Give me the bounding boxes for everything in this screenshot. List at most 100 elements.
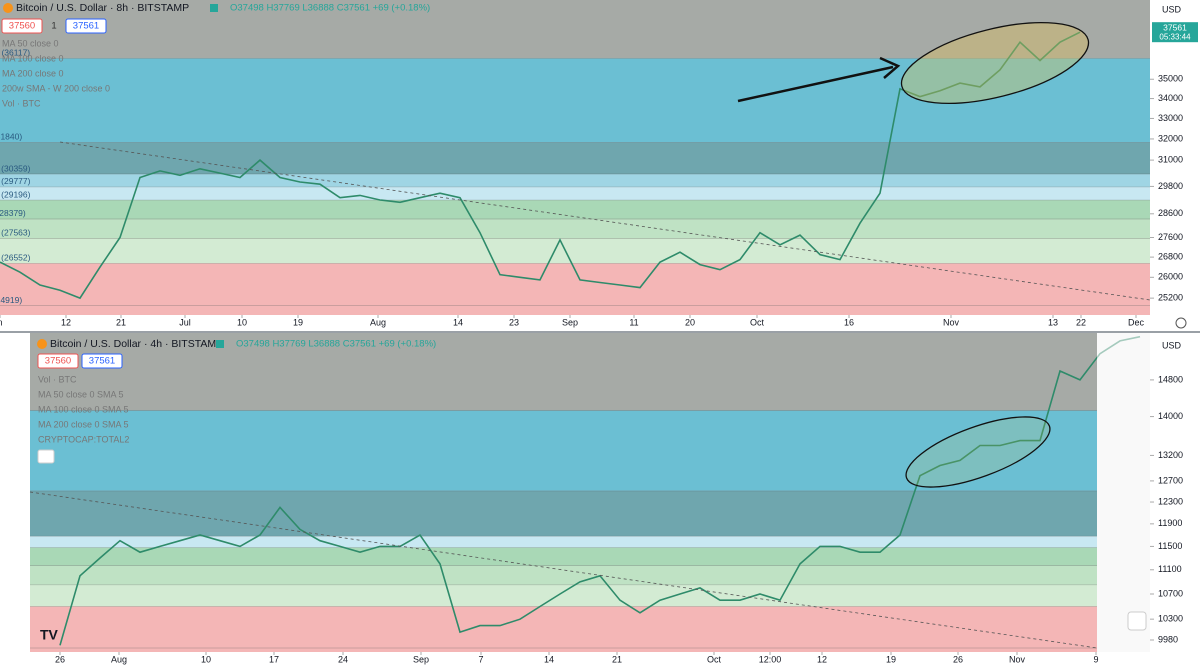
price-tag (1152, 22, 1198, 43)
y-tick-label: 29800 (1158, 181, 1183, 191)
fib-band (0, 200, 1150, 219)
x-tick-label: Nov (943, 317, 960, 327)
fib-band (30, 584, 1097, 607)
x-tick-label: 21 (612, 654, 622, 664)
x-tick-label: Dec (1128, 317, 1145, 327)
fib-band (30, 547, 1097, 566)
x-tick-label: 20 (685, 317, 695, 327)
fib-label: 1 (31840) (0, 132, 22, 142)
y-tick-label: 13200 (1158, 450, 1183, 460)
y-axis-bg (1150, 0, 1200, 331)
fib-label: 0.236 (26552) (0, 253, 31, 263)
x-tick-label: 24 (338, 654, 348, 664)
x-axis-bg (0, 652, 1150, 669)
fib-band (0, 218, 1150, 239)
x-tick-label: 10 (237, 317, 247, 327)
x-tick-label: Aug (370, 317, 386, 327)
x-tick-label: 10 (201, 654, 211, 664)
highlight-ellipse (905, 416, 1051, 488)
fib-label: 0.786 (30359) (0, 163, 31, 173)
y-tick-label: 31000 (1158, 154, 1183, 164)
bands (0, 0, 1150, 652)
coin-icon (3, 3, 13, 13)
price-box-label: 37561 (73, 21, 99, 32)
symbol-title: Bitcoin / U.S. Dollar · 4h · BITSTAMP (50, 338, 223, 350)
x-tick-label: 14 (544, 654, 554, 664)
x-tick-label: 22 (1076, 317, 1086, 327)
price-tag-value: 37561 (1163, 22, 1187, 32)
y-tick-label: 33000 (1158, 113, 1183, 123)
price-box-label: 1 (51, 21, 56, 32)
fib-label: 0.382 (27563) (0, 228, 31, 238)
x-tick-label: 12 (61, 317, 71, 327)
x-tick-label: 21 (116, 317, 126, 327)
y-tick-label: 26800 (1158, 251, 1183, 261)
y-tick-label: 35000 (1158, 74, 1183, 84)
x-tick-label: 26 (55, 654, 65, 664)
x-tick-label: 16 (844, 317, 854, 327)
fib-band (30, 647, 1097, 652)
y-tick-label: 11900 (1158, 518, 1182, 528)
scroll-button[interactable] (1127, 611, 1147, 631)
fib-band (0, 174, 1150, 187)
indicator-label: CRYPTOCAP:TOTAL2 (38, 434, 129, 444)
collapse-button[interactable] (37, 449, 55, 464)
countdown: 05:33:44 (1159, 32, 1191, 41)
price-data (0, 31, 1141, 646)
y-tick-label: 25200 (1158, 293, 1183, 303)
fib-band (30, 565, 1097, 585)
highlight-ellipse (900, 22, 1090, 104)
settings-button[interactable] (1175, 317, 1187, 329)
price-box[interactable] (65, 18, 107, 34)
x-tick-label: 13 (1048, 317, 1058, 327)
fib-band (30, 606, 1097, 648)
x-tick-label: 12:00 (759, 654, 782, 664)
x-tick-label: 26 (953, 654, 963, 664)
price-box-label: 37560 (9, 21, 35, 32)
price-box[interactable] (37, 353, 79, 369)
price-box[interactable] (1, 18, 43, 34)
status-dot (216, 340, 224, 348)
y-axis-bg (1150, 333, 1200, 669)
fib-band (30, 490, 1097, 537)
ohlc: O37498 H37769 L36888 C37561 +69 (+0.18%) (230, 3, 430, 14)
status-dot (210, 4, 218, 12)
y-tick-label: 34000 (1158, 93, 1183, 103)
fib-label: 0.618 (29196) (0, 189, 31, 199)
x-tick-label: 23 (509, 317, 519, 327)
currency: USD (1162, 4, 1182, 14)
indicator-label: Vol · BTC (2, 98, 41, 108)
y-tick-label: 28600 (1158, 208, 1183, 218)
fib-band (0, 186, 1150, 201)
x-tick-label: 9 (1093, 654, 1098, 664)
y-tick-label: 32000 (1158, 133, 1183, 143)
x-tick-label: n (0, 317, 3, 327)
x-tick-label: Oct (750, 317, 765, 327)
indicator-label: Vol · BTC (38, 374, 77, 384)
y-tick-label: 12700 (1158, 475, 1183, 485)
fib-label: 0 (24919) (0, 295, 22, 305)
fib-band (0, 58, 1150, 143)
y-tick-label: 12300 (1158, 496, 1183, 506)
y-tick-label: 10300 (1158, 614, 1183, 624)
fib-band (30, 333, 1097, 411)
indicator-label: MA 50 close 0 (2, 38, 59, 48)
arrow (737, 65, 894, 103)
indicator-label: MA 200 close 0 (2, 68, 64, 78)
logo: TV (40, 627, 59, 643)
x-axis-bg (0, 315, 1150, 331)
price-box[interactable] (81, 353, 123, 369)
fib-label: 0.702 (29777) (0, 176, 31, 186)
y-tick-label: 11500 (1158, 541, 1182, 551)
fib-band (0, 238, 1150, 264)
x-tick-label: 19 (293, 317, 303, 327)
x-tick-label: 12 (817, 654, 827, 664)
symbol-title: Bitcoin / U.S. Dollar · 8h · BITSTAMP (16, 2, 189, 14)
y-tick-label: 11100 (1158, 564, 1182, 574)
x-tick-label: 11 (629, 317, 638, 327)
y-tick-label: 26000 (1158, 272, 1183, 282)
price-box-label: 37561 (89, 356, 115, 367)
x-tick-label: 14 (453, 317, 463, 327)
fib-band (0, 0, 1150, 59)
